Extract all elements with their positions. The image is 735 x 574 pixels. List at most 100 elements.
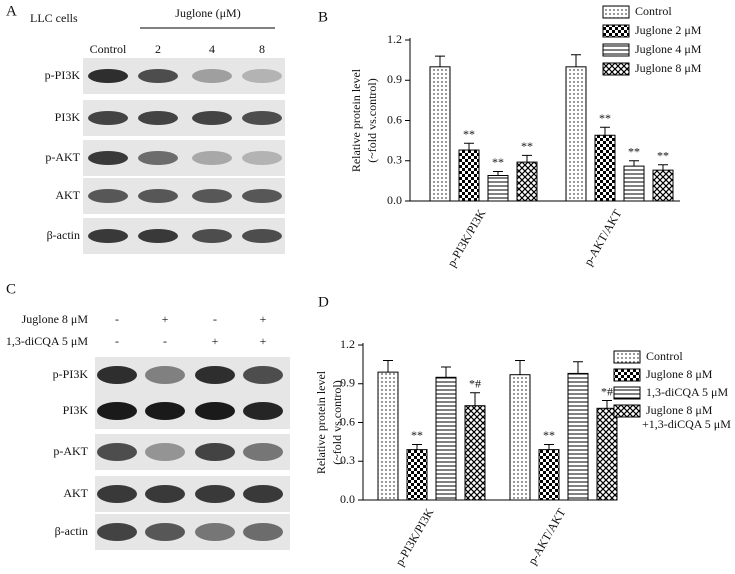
blot-band (138, 111, 178, 125)
blot-band (88, 111, 128, 125)
legend-swatch (613, 368, 641, 382)
y-axis-label: (~fold vs.control) (365, 78, 379, 162)
y-tick-label: 0.9 (387, 72, 402, 86)
legend-swatch (602, 43, 630, 57)
legend-label: +1,3-diCQA 5 μM (642, 417, 731, 431)
error-bar (629, 160, 639, 167)
x-tick-label: p-PI3K/PI3K (444, 207, 488, 270)
legend-label: Juglone 8 μM (646, 367, 713, 381)
blot-band (195, 443, 235, 461)
blot-band (242, 229, 282, 243)
significance-label: ** (463, 127, 475, 141)
y-axis-label: Relative protein level (349, 68, 363, 172)
cell-line: LLC cells (30, 11, 78, 25)
bar (567, 372, 589, 501)
significance-label: ** (657, 149, 669, 163)
error-bar (412, 443, 422, 450)
blot-band (88, 151, 128, 165)
blot-band (145, 402, 185, 420)
blot-band (138, 69, 178, 83)
significance-label: ** (599, 111, 611, 125)
bar (406, 449, 428, 501)
error-bar (573, 361, 583, 374)
legend-label: Juglone 2 μM (635, 23, 702, 37)
error-bar (658, 164, 668, 171)
significance-label: ** (521, 139, 533, 153)
legend-label: Juglone 8 μM (646, 403, 713, 417)
y-tick-label: 0.9 (340, 376, 355, 390)
blot-band (195, 402, 235, 420)
treatment-sign: - (115, 312, 119, 326)
y-tick-label: 0.3 (387, 153, 402, 167)
error-bar (544, 443, 554, 450)
column-label: Control (90, 42, 127, 56)
blot-band (138, 151, 178, 165)
blot-band (242, 111, 282, 125)
bar (429, 66, 451, 202)
legend-label: Juglone 8 μM (635, 61, 702, 75)
column-label: 2 (155, 42, 161, 56)
error-bar (602, 400, 612, 409)
blot-band (97, 366, 137, 384)
treatment-sign: - (163, 334, 167, 348)
panel-label: A (6, 3, 17, 19)
legend-swatch (613, 404, 641, 418)
significance-label: ** (492, 155, 504, 169)
significance-label: ** (411, 428, 423, 442)
bar (565, 66, 587, 202)
blot-band (192, 111, 232, 125)
panel-label: C (6, 281, 16, 297)
y-tick-label: 1.2 (387, 32, 402, 46)
blot-band (97, 485, 137, 503)
blot-band (243, 485, 283, 503)
blot-band (242, 69, 282, 83)
blot-band (192, 229, 232, 243)
blot-band (97, 523, 137, 541)
blot-band (97, 443, 137, 461)
legend-label: Control (635, 4, 672, 18)
legend-label: 1,3-diCQA 5 μM (646, 385, 728, 399)
blot-band (88, 229, 128, 243)
bar (509, 374, 531, 501)
treatment-sign: - (213, 312, 217, 326)
blot-band (145, 523, 185, 541)
treatment-sign: + (260, 334, 267, 348)
treatment-label: Juglone (μM) (175, 6, 240, 20)
y-axis-label: (~fold vs.control) (330, 380, 344, 464)
y-tick-label: 1.2 (340, 337, 355, 351)
blot-band (243, 402, 283, 420)
error-bar (383, 360, 393, 373)
row-label: p-AKT (53, 444, 88, 458)
treatment-sign: + (260, 312, 267, 326)
error-bar (493, 170, 503, 176)
x-tick-label: p-AKT/AKT (581, 206, 625, 268)
blot-band (145, 366, 185, 384)
blot-band (243, 443, 283, 461)
bar (458, 149, 480, 202)
legend-swatch (602, 5, 630, 19)
x-tick-label: p-PI3K/PI3K (392, 506, 436, 569)
legend-swatch (613, 350, 641, 364)
panel-label: D (318, 294, 329, 310)
error-bar (522, 154, 532, 163)
row-label: AKT (55, 188, 80, 202)
row-label: p-PI3K (45, 68, 81, 82)
blot-band (138, 189, 178, 203)
significance-label: ** (543, 428, 555, 442)
treatment-sign: + (212, 334, 219, 348)
legend-swatch (602, 24, 630, 38)
blot-band (97, 402, 137, 420)
blot-band (192, 69, 232, 83)
significance-label: *# (469, 377, 481, 391)
bar (464, 405, 486, 501)
treatment-name: Juglone 8 μM (22, 312, 89, 326)
legend-swatch (613, 386, 641, 400)
y-tick-label: 0.6 (340, 414, 355, 428)
y-tick-label: 0.0 (387, 193, 402, 207)
panel-label: B (318, 9, 328, 25)
legend-label: Control (646, 349, 683, 363)
blot-band (195, 366, 235, 384)
error-bar (515, 360, 525, 375)
blot-band (242, 189, 282, 203)
